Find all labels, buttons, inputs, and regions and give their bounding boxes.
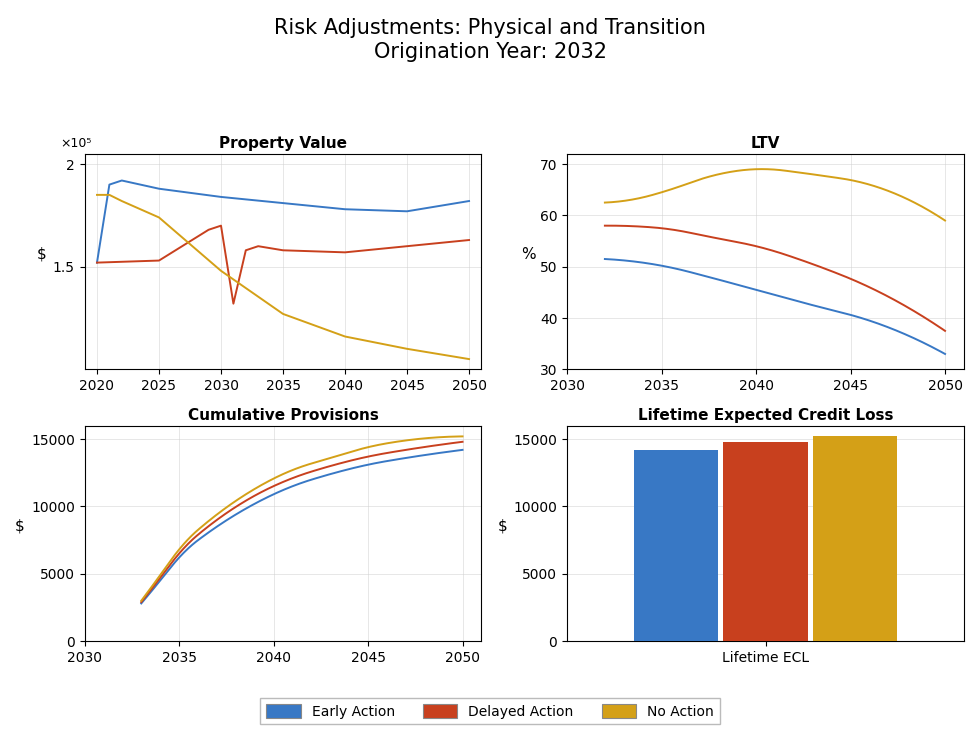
Text: ×10⁵: ×10⁵ bbox=[61, 137, 92, 149]
Bar bbox=[634, 450, 718, 641]
Bar bbox=[723, 442, 808, 641]
Y-axis label: %: % bbox=[521, 246, 536, 262]
Title: LTV: LTV bbox=[751, 136, 780, 151]
Legend: Early Action, Delayed Action, No Action: Early Action, Delayed Action, No Action bbox=[261, 698, 719, 725]
Y-axis label: $: $ bbox=[37, 246, 47, 262]
Title: Lifetime Expected Credit Loss: Lifetime Expected Credit Loss bbox=[638, 408, 893, 423]
Text: Risk Adjustments: Physical and Transition
Origination Year: 2032: Risk Adjustments: Physical and Transitio… bbox=[274, 18, 706, 62]
Title: Property Value: Property Value bbox=[219, 136, 347, 151]
Y-axis label: $: $ bbox=[15, 518, 24, 534]
Bar bbox=[812, 437, 897, 641]
Y-axis label: $: $ bbox=[498, 518, 508, 534]
Title: Cumulative Provisions: Cumulative Provisions bbox=[187, 408, 378, 423]
